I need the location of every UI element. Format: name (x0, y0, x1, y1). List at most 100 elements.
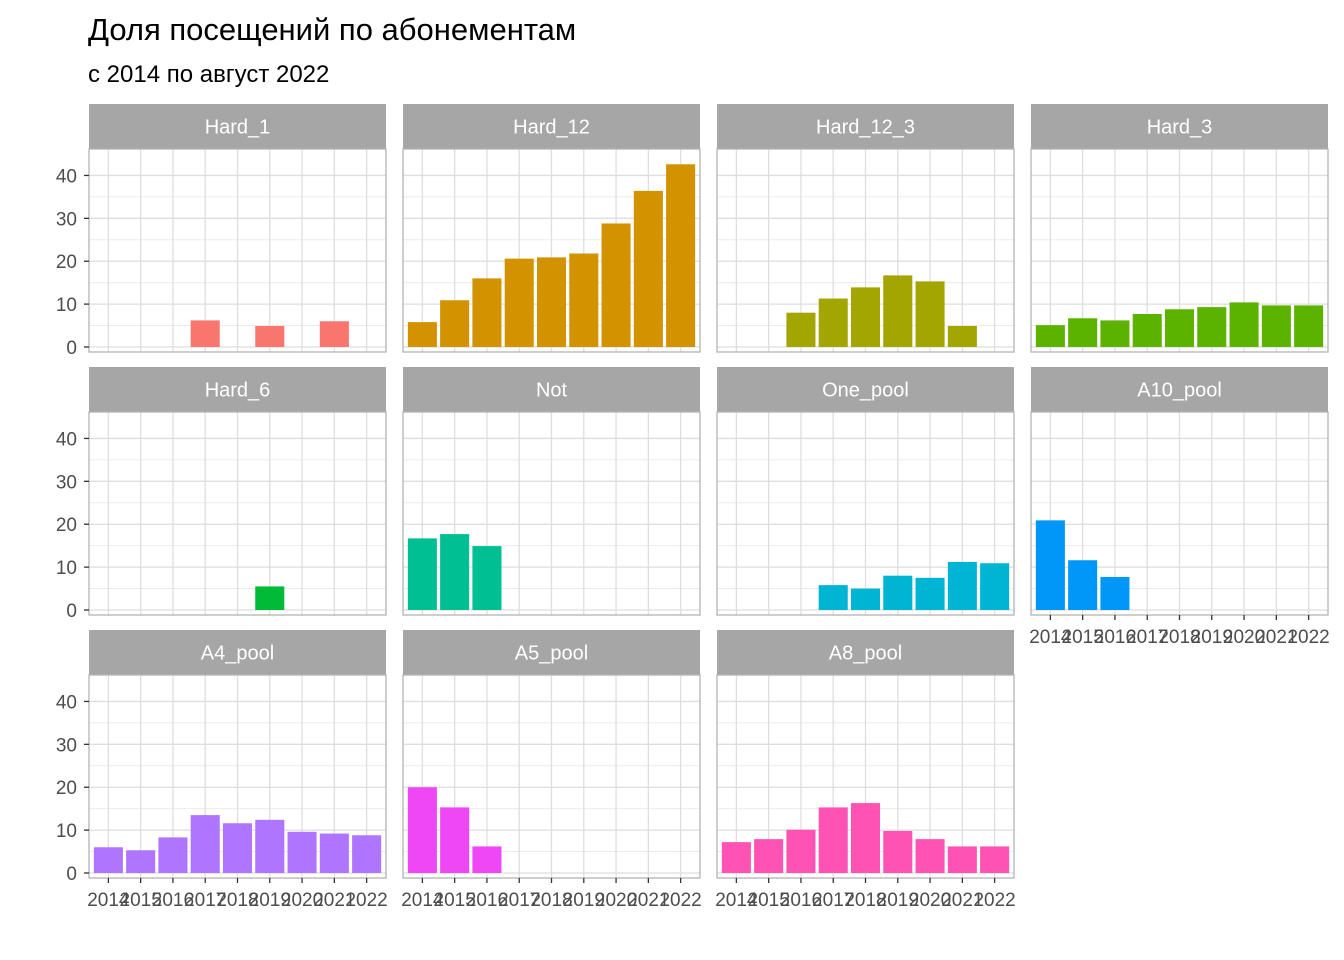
bar-hard-3-2022 (1294, 305, 1324, 347)
y-tick-label: 40 (56, 166, 77, 187)
bar-hard-12-3-2017 (818, 298, 848, 347)
bar-hard-12-3-2021 (947, 325, 977, 347)
bar-hard-12-2021 (633, 190, 663, 347)
y-tick-label: 0 (66, 864, 77, 885)
bar-a4-pool-2017 (190, 815, 220, 873)
x-tick-label: 2018 (844, 890, 886, 911)
x-tick-label: 2020 (1223, 627, 1265, 648)
y-tick-label: 10 (56, 821, 77, 842)
x-tick-label: 2017 (184, 890, 226, 911)
bar-hard-12-3-2019 (883, 275, 913, 347)
facet-panel-hard-3: Hard_3 (1030, 104, 1329, 353)
y-tick-label: 20 (56, 515, 77, 536)
strip-background (89, 630, 386, 675)
facet-panel-hard-6: Hard_6 0 10 20 30 40 (56, 367, 387, 622)
y-tick-label: 30 (56, 472, 77, 493)
bar-hard-1-2017 (190, 320, 220, 347)
bar-one-pool-2022 (980, 563, 1010, 610)
strip-label-hard-12: Hard_12 (513, 117, 590, 139)
bar-not-2014 (407, 538, 437, 610)
bar-a8-pool-2022 (980, 846, 1010, 873)
x-tick-label: 2022 (659, 890, 701, 911)
bar-hard-6-2019 (255, 586, 285, 610)
bar-a8-pool-2021 (947, 846, 977, 873)
bar-a8-pool-2016 (786, 829, 816, 873)
bar-a4-pool-2016 (158, 837, 188, 873)
x-tick-label: 2020 (281, 890, 323, 911)
bar-a8-pool-2019 (883, 830, 913, 873)
bar-a5-pool-2014 (407, 787, 437, 873)
panel-border (402, 411, 701, 616)
panel-grid (89, 149, 386, 352)
y-tick-label: 20 (56, 778, 77, 799)
bar-hard-1-2019 (255, 325, 285, 347)
bar-a8-pool-2018 (850, 803, 881, 873)
bar-hard-3-2015 (1068, 318, 1098, 347)
bar-a10-pool-2015 (1068, 560, 1098, 610)
facet-panel-a4-pool: A4_pool 0 10 20 30 40 201420152016201720182019… (56, 630, 388, 911)
strip-background (403, 630, 700, 675)
x-tick-label: 2017 (498, 890, 540, 911)
bar-one-pool-2021 (947, 561, 977, 610)
y-tick-label: 40 (56, 692, 77, 713)
y-tick-label: 20 (56, 252, 77, 273)
y-tick-label: 10 (56, 558, 77, 579)
bar-a8-pool-2017 (818, 807, 848, 873)
facet-panel-a5-pool: A5_pool 201420152016201720182019202020212… (401, 630, 702, 911)
bar-hard-12-3-2020 (915, 281, 945, 347)
panel-grid (1031, 412, 1328, 615)
x-tick-label: 2021 (1255, 627, 1297, 648)
x-tick-label: 2016 (1094, 627, 1136, 648)
x-tick-label: 2020 (909, 890, 951, 911)
strip-background (1031, 104, 1328, 149)
facet-panel-one-pool: One_pool (716, 367, 1015, 616)
x-tick-label: 2015 (748, 890, 790, 911)
x-tick-label: 2018 (530, 890, 572, 911)
x-tick-label: 2022 (345, 890, 387, 911)
strip-label-a10-pool: A10_pool (1137, 380, 1222, 402)
y-tick-label: 0 (66, 338, 77, 359)
bar-hard-3-2020 (1229, 302, 1259, 347)
strip-label-not: Not (536, 380, 568, 402)
bar-a4-pool-2021 (319, 833, 349, 873)
bar-a5-pool-2016 (472, 846, 502, 873)
facet-panel-a8-pool: A8_pool 201420152016201720182019202020212… (715, 630, 1016, 911)
x-tick-label: 2021 (313, 890, 355, 911)
x-tick-label: 2014 (87, 890, 130, 911)
y-tick-label: 30 (56, 735, 77, 756)
bar-hard-3-2014 (1035, 325, 1065, 347)
chart-title: Доля посещений по абонементам (88, 12, 576, 47)
facet-panel-a10-pool: A10_pool 20142015201620172018201920202021… (1029, 367, 1330, 648)
x-tick-label: 2017 (1126, 627, 1168, 648)
bar-a5-pool-2015 (440, 807, 470, 873)
bar-one-pool-2017 (818, 585, 848, 610)
strip-background (717, 367, 1014, 412)
panel-border (88, 411, 387, 616)
panel-grid (89, 412, 386, 615)
x-tick-label: 2014 (1029, 627, 1072, 648)
x-tick-label: 2021 (941, 890, 983, 911)
strip-label-hard-3: Hard_3 (1147, 117, 1213, 139)
facet-panel-hard-12-3: Hard_12_3 (716, 104, 1015, 353)
x-tick-label: 2019 (563, 890, 605, 911)
x-tick-label: 2022 (973, 890, 1015, 911)
x-tick-label: 2015 (434, 890, 476, 911)
facet-panel-not: Not (402, 367, 701, 616)
bar-a4-pool-2015 (126, 850, 156, 873)
panel-border (716, 148, 1015, 353)
strip-label-a5-pool: A5_pool (515, 643, 588, 665)
y-tick-label: 30 (56, 209, 77, 230)
strip-label-hard-12-3: Hard_12_3 (816, 117, 915, 139)
facet-panel-hard-1: Hard_1 0 10 20 30 40 (56, 104, 387, 359)
strip-label-one-pool: One_pool (822, 380, 909, 402)
strip-background (1031, 367, 1328, 412)
y-tick-label: 40 (56, 429, 77, 450)
x-tick-label: 2021 (627, 890, 669, 911)
facet-panel-hard-12: Hard_12 (402, 104, 701, 353)
panel-border (716, 411, 1015, 616)
bar-hard-12-2015 (440, 300, 470, 347)
bar-hard-12-2014 (407, 322, 437, 347)
x-tick-label: 2016 (152, 890, 194, 911)
x-tick-label: 2014 (401, 890, 444, 911)
